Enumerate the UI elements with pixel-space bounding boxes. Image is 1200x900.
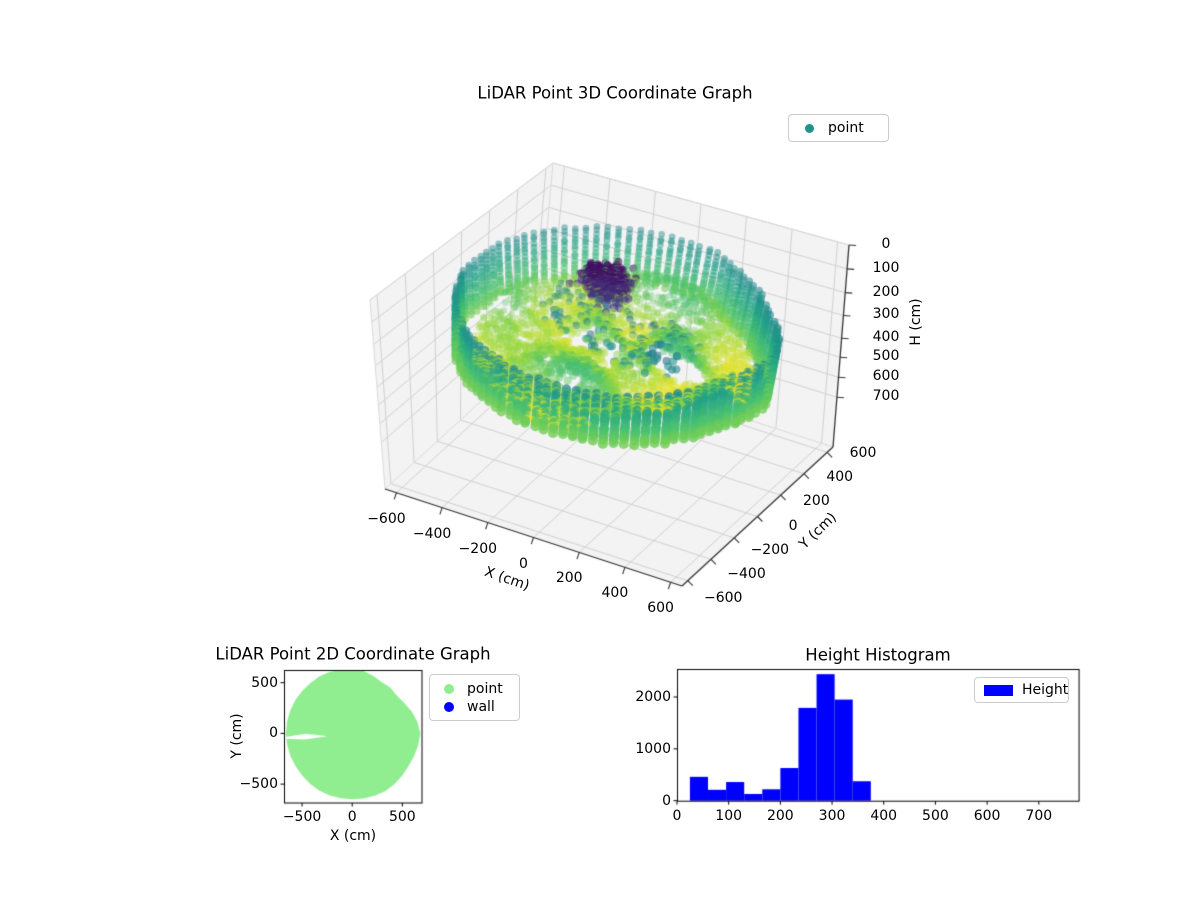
plot2d-legend: point wall bbox=[429, 674, 520, 721]
plot3d-zaxis-label: H (cm) bbox=[908, 298, 924, 346]
plot3d-xtick-label: −400 bbox=[412, 525, 452, 542]
height-legend-label: Height bbox=[1022, 682, 1069, 698]
plot2d-xaxis-label: X (cm) bbox=[329, 828, 377, 844]
point-legend-marker bbox=[805, 123, 814, 133]
plot3d-ytick-label: −200 bbox=[750, 541, 790, 558]
plot3d-ztick-label: 100 bbox=[872, 259, 900, 276]
plot3d-ztick-label: 600 bbox=[872, 368, 900, 385]
plot3d-ytick-label: −600 bbox=[703, 590, 743, 607]
plot2d-ytick-label: −500 bbox=[239, 776, 278, 793]
point-legend-label: point bbox=[828, 120, 864, 136]
histogram-ytick-label: 0 bbox=[662, 792, 671, 809]
plot3d-xtick-label: 400 bbox=[601, 585, 629, 602]
plot3d-ytick-label: 600 bbox=[849, 445, 877, 461]
wall-legend-marker bbox=[444, 701, 454, 712]
point-legend-marker bbox=[444, 683, 454, 694]
plot3d-xtick-label: 0 bbox=[519, 555, 528, 572]
histogram-xtick-label: 300 bbox=[818, 807, 846, 824]
plot3d-xtick-label: 200 bbox=[555, 570, 583, 587]
histogram-xtick-label: 500 bbox=[922, 807, 949, 824]
histogram-xtick-label: 600 bbox=[973, 807, 1001, 824]
plot3d-xtick-label: 600 bbox=[647, 600, 674, 617]
plot3d-ytick-label: 400 bbox=[826, 469, 854, 486]
plot3d-ztick-label: 700 bbox=[872, 388, 900, 405]
histogram-xtick-label: 200 bbox=[766, 807, 794, 824]
plot2d-ytick-label: 0 bbox=[269, 725, 278, 742]
histogram-xtick-label: 0 bbox=[672, 807, 682, 824]
histogram-xtick-label: 100 bbox=[715, 807, 743, 824]
histogram-ytick-label: 1000 bbox=[635, 740, 671, 757]
plot3d-legend: point bbox=[788, 114, 889, 142]
plot3d-ztick-label: 500 bbox=[872, 348, 900, 365]
plot3d-xtick-label: −200 bbox=[458, 540, 498, 557]
plot2d-ytick-label: 500 bbox=[251, 674, 278, 691]
histogram-ytick-label: 2000 bbox=[635, 688, 671, 705]
plot3d-xtick-label: −600 bbox=[367, 510, 406, 527]
plot3d-ztick-label: 0 bbox=[881, 236, 891, 252]
point-legend-label: point bbox=[467, 680, 503, 697]
histogram-xtick-label: 400 bbox=[870, 807, 898, 824]
plot3d-title: LiDAR Point 3D Coordinate Graph bbox=[477, 83, 753, 103]
plot2d-xtick-label: −500 bbox=[282, 808, 322, 825]
histogram-title: Height Histogram bbox=[805, 645, 951, 665]
wall-legend-label: wall bbox=[467, 698, 495, 715]
plot2d-xtick-label: 500 bbox=[388, 808, 416, 825]
plot2d-xtick-label: 0 bbox=[347, 808, 357, 825]
plot2d-title: LiDAR Point 2D Coordinate Graph bbox=[215, 644, 491, 664]
plot3d-ztick-label: 300 bbox=[872, 306, 900, 323]
plot3d-ytick-label: 200 bbox=[803, 493, 830, 510]
histogram-legend: Height bbox=[974, 677, 1069, 703]
plot3d-ytick-label: 0 bbox=[788, 517, 798, 534]
height-legend-swatch bbox=[984, 684, 1013, 696]
plot3d-ytick-label: −400 bbox=[727, 566, 766, 582]
plot3d-ztick-label: 200 bbox=[872, 283, 900, 300]
histogram-xtick-label: 700 bbox=[1025, 807, 1053, 824]
plot3d-ztick-label: 400 bbox=[872, 329, 900, 346]
plot2d-yaxis-label: Y (cm) bbox=[229, 713, 245, 759]
